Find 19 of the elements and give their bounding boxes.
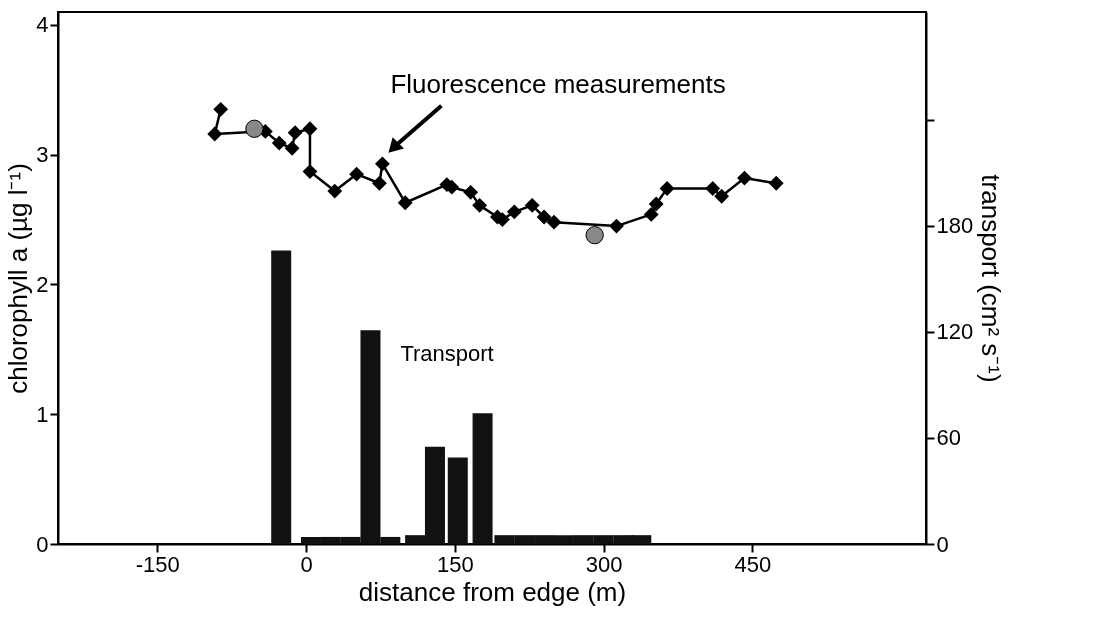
y-tick-label: 1 bbox=[36, 401, 49, 427]
y-tick-label: 4 bbox=[36, 12, 49, 38]
x-tick-label: -150 bbox=[135, 551, 180, 577]
y-tick-label: 0 bbox=[36, 531, 49, 557]
y-tick-label: 3 bbox=[36, 142, 49, 168]
annotation: Fluorescence measurements bbox=[390, 68, 726, 99]
y2-tick-label: 60 bbox=[936, 425, 961, 451]
x-tick-label: 150 bbox=[436, 551, 474, 577]
x-tick-label: 300 bbox=[585, 551, 623, 577]
x-tick-label: 0 bbox=[300, 551, 313, 577]
y2-axis-title: transport (cm² s⁻¹) bbox=[976, 174, 1007, 383]
y2-tick-label: 0 bbox=[936, 531, 949, 557]
x-axis-title: distance from edge (m) bbox=[358, 576, 627, 607]
y-tick-label: 2 bbox=[36, 271, 49, 297]
y-axis-title: chlorophyll a (µg l⁻¹) bbox=[3, 163, 34, 394]
y2-tick-label: 180 bbox=[936, 213, 974, 239]
x-tick-label: 450 bbox=[734, 551, 772, 577]
annotation: Transport bbox=[400, 341, 494, 367]
y2-tick-label: 120 bbox=[936, 319, 974, 345]
